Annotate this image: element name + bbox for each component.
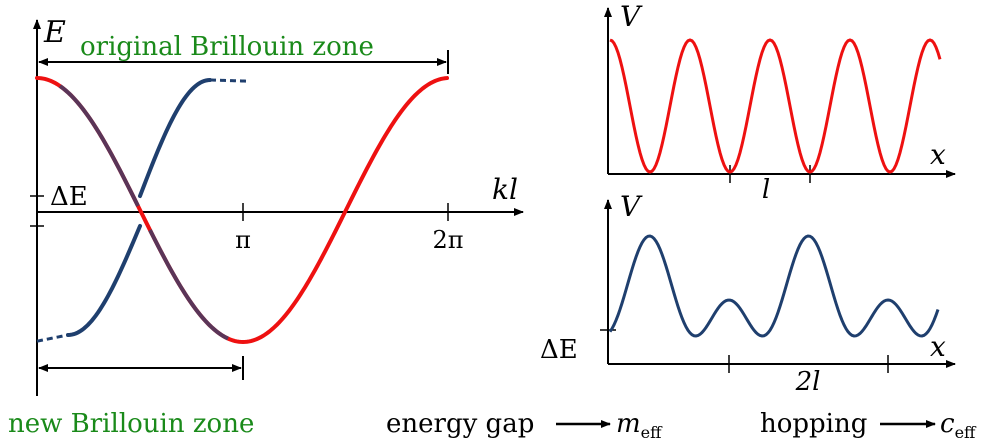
potential-plot-period-2l: V x ΔE 2l [540, 190, 956, 397]
period-l-potential-curve [609, 38, 942, 174]
v-axis-label-bottom: V [620, 190, 643, 223]
period-2l-potential-curve [608, 234, 940, 338]
tick-label-2pi: 2π [432, 226, 463, 254]
original-band-curve [35, 76, 449, 345]
hopping-caption: hopping [760, 409, 867, 439]
band-diagram: E kl ΔE π 2π original Brillouin zone new… [8, 15, 524, 439]
delta-e-label-right: ΔE [540, 335, 578, 365]
period-label-2l: 2l [795, 367, 821, 397]
energy-gap-caption: energy gap [386, 409, 534, 439]
k-axis-label: kl [492, 173, 518, 206]
v-axis-label-top: V [620, 0, 643, 33]
period-label-l: l [762, 175, 770, 205]
x-axis-label-top: x [930, 138, 946, 171]
folded-lower-band [66, 224, 142, 337]
potential-plot-period-l: V x l [604, 0, 956, 205]
tick-label-pi: π [235, 226, 251, 254]
folded-lower-band-dashed [36, 333, 68, 343]
original-zone-label: original Brillouin zone [80, 32, 374, 62]
c-eff-label: ceff [940, 409, 977, 442]
x-axis-label-bottom: x [930, 330, 946, 363]
delta-e-label: ΔE [50, 182, 88, 212]
energy-axis-label: E [43, 15, 66, 50]
overlap-curve-upper [58, 84, 140, 207]
overlap-curve-lower [148, 229, 229, 341]
new-zone-label: new Brillouin zone [8, 409, 254, 439]
folded-upper-band [138, 78, 212, 198]
folded-upper-band-dashed [209, 78, 247, 83]
m-eff-label: meff [616, 409, 663, 442]
captions: energy gap meff hopping ceff [386, 409, 977, 442]
